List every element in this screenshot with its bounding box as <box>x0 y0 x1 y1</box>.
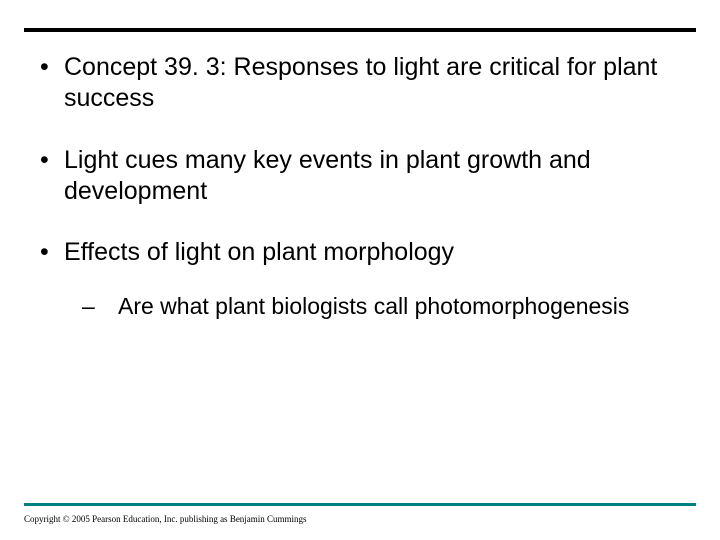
slide-body: • Concept 39. 3: Responses to light are … <box>36 52 684 321</box>
bullet-marker: • <box>36 237 64 268</box>
top-divider <box>24 28 696 32</box>
bullet-marker: • <box>36 52 64 83</box>
sub-bullet-text: Are what plant biologists call photomorp… <box>118 292 684 321</box>
bullet-item: • Concept 39. 3: Responses to light are … <box>36 52 684 115</box>
bullet-marker: • <box>36 145 64 176</box>
bottom-divider <box>24 503 696 506</box>
bullet-text: Light cues many key events in plant grow… <box>64 145 684 208</box>
sub-bullet-marker: – <box>82 292 118 321</box>
sub-bullet-item: – Are what plant biologists call photomo… <box>82 292 684 321</box>
bullet-text: Effects of light on plant morphology <box>64 237 684 268</box>
bullet-item: • Effects of light on plant morphology <box>36 237 684 268</box>
copyright-text: Copyright © 2005 Pearson Education, Inc.… <box>24 514 307 524</box>
bullet-text: Concept 39. 3: Responses to light are cr… <box>64 52 684 115</box>
bullet-item: • Light cues many key events in plant gr… <box>36 145 684 208</box>
